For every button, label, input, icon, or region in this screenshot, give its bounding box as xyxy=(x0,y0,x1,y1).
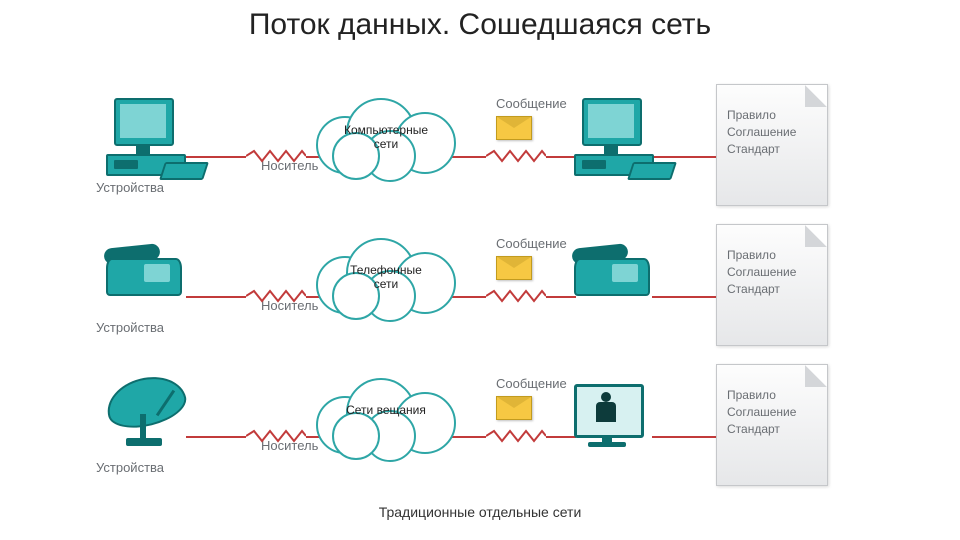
network-row: Телефонныесети ПравилоСоглашениеСтандарт У… xyxy=(96,220,864,350)
device-label: Устройства xyxy=(96,460,164,475)
device-label: Устройства xyxy=(96,180,164,195)
telephone-icon xyxy=(574,238,674,298)
network-cloud-icon: Телефонныесети xyxy=(316,238,456,318)
standards-document-icon: ПравилоСоглашениеСтандарт xyxy=(716,224,828,346)
computer-icon xyxy=(574,98,654,178)
message-label: Сообщение xyxy=(496,96,567,111)
page-title: Поток данных. Сошедшаяся сеть xyxy=(0,8,960,42)
message-label: Сообщение xyxy=(496,236,567,251)
television-icon xyxy=(574,378,646,450)
network-cloud-icon: Сети вещания xyxy=(316,378,456,458)
standards-document-icon: ПравилоСоглашениеСтандарт xyxy=(716,364,828,486)
message-envelope-icon xyxy=(496,116,532,140)
message-label: Сообщение xyxy=(496,376,567,391)
network-cloud-icon: Компьютерныесети xyxy=(316,98,456,178)
device-label: Устройства xyxy=(96,320,164,335)
message-envelope-icon xyxy=(496,396,532,420)
network-row: Компьютерныесети ПравилоСоглашениеСтандар… xyxy=(96,80,864,210)
standards-document-icon: ПравилоСоглашениеСтандарт xyxy=(716,84,828,206)
telephone-icon xyxy=(106,238,206,298)
satellite-dish-icon xyxy=(106,378,206,458)
message-envelope-icon xyxy=(496,256,532,280)
computer-icon xyxy=(106,98,186,178)
footer-caption: Традиционные отдельные сети xyxy=(0,504,960,520)
network-row: Сети вещания ПравилоСоглашениеСтандарт Уст… xyxy=(96,360,864,490)
